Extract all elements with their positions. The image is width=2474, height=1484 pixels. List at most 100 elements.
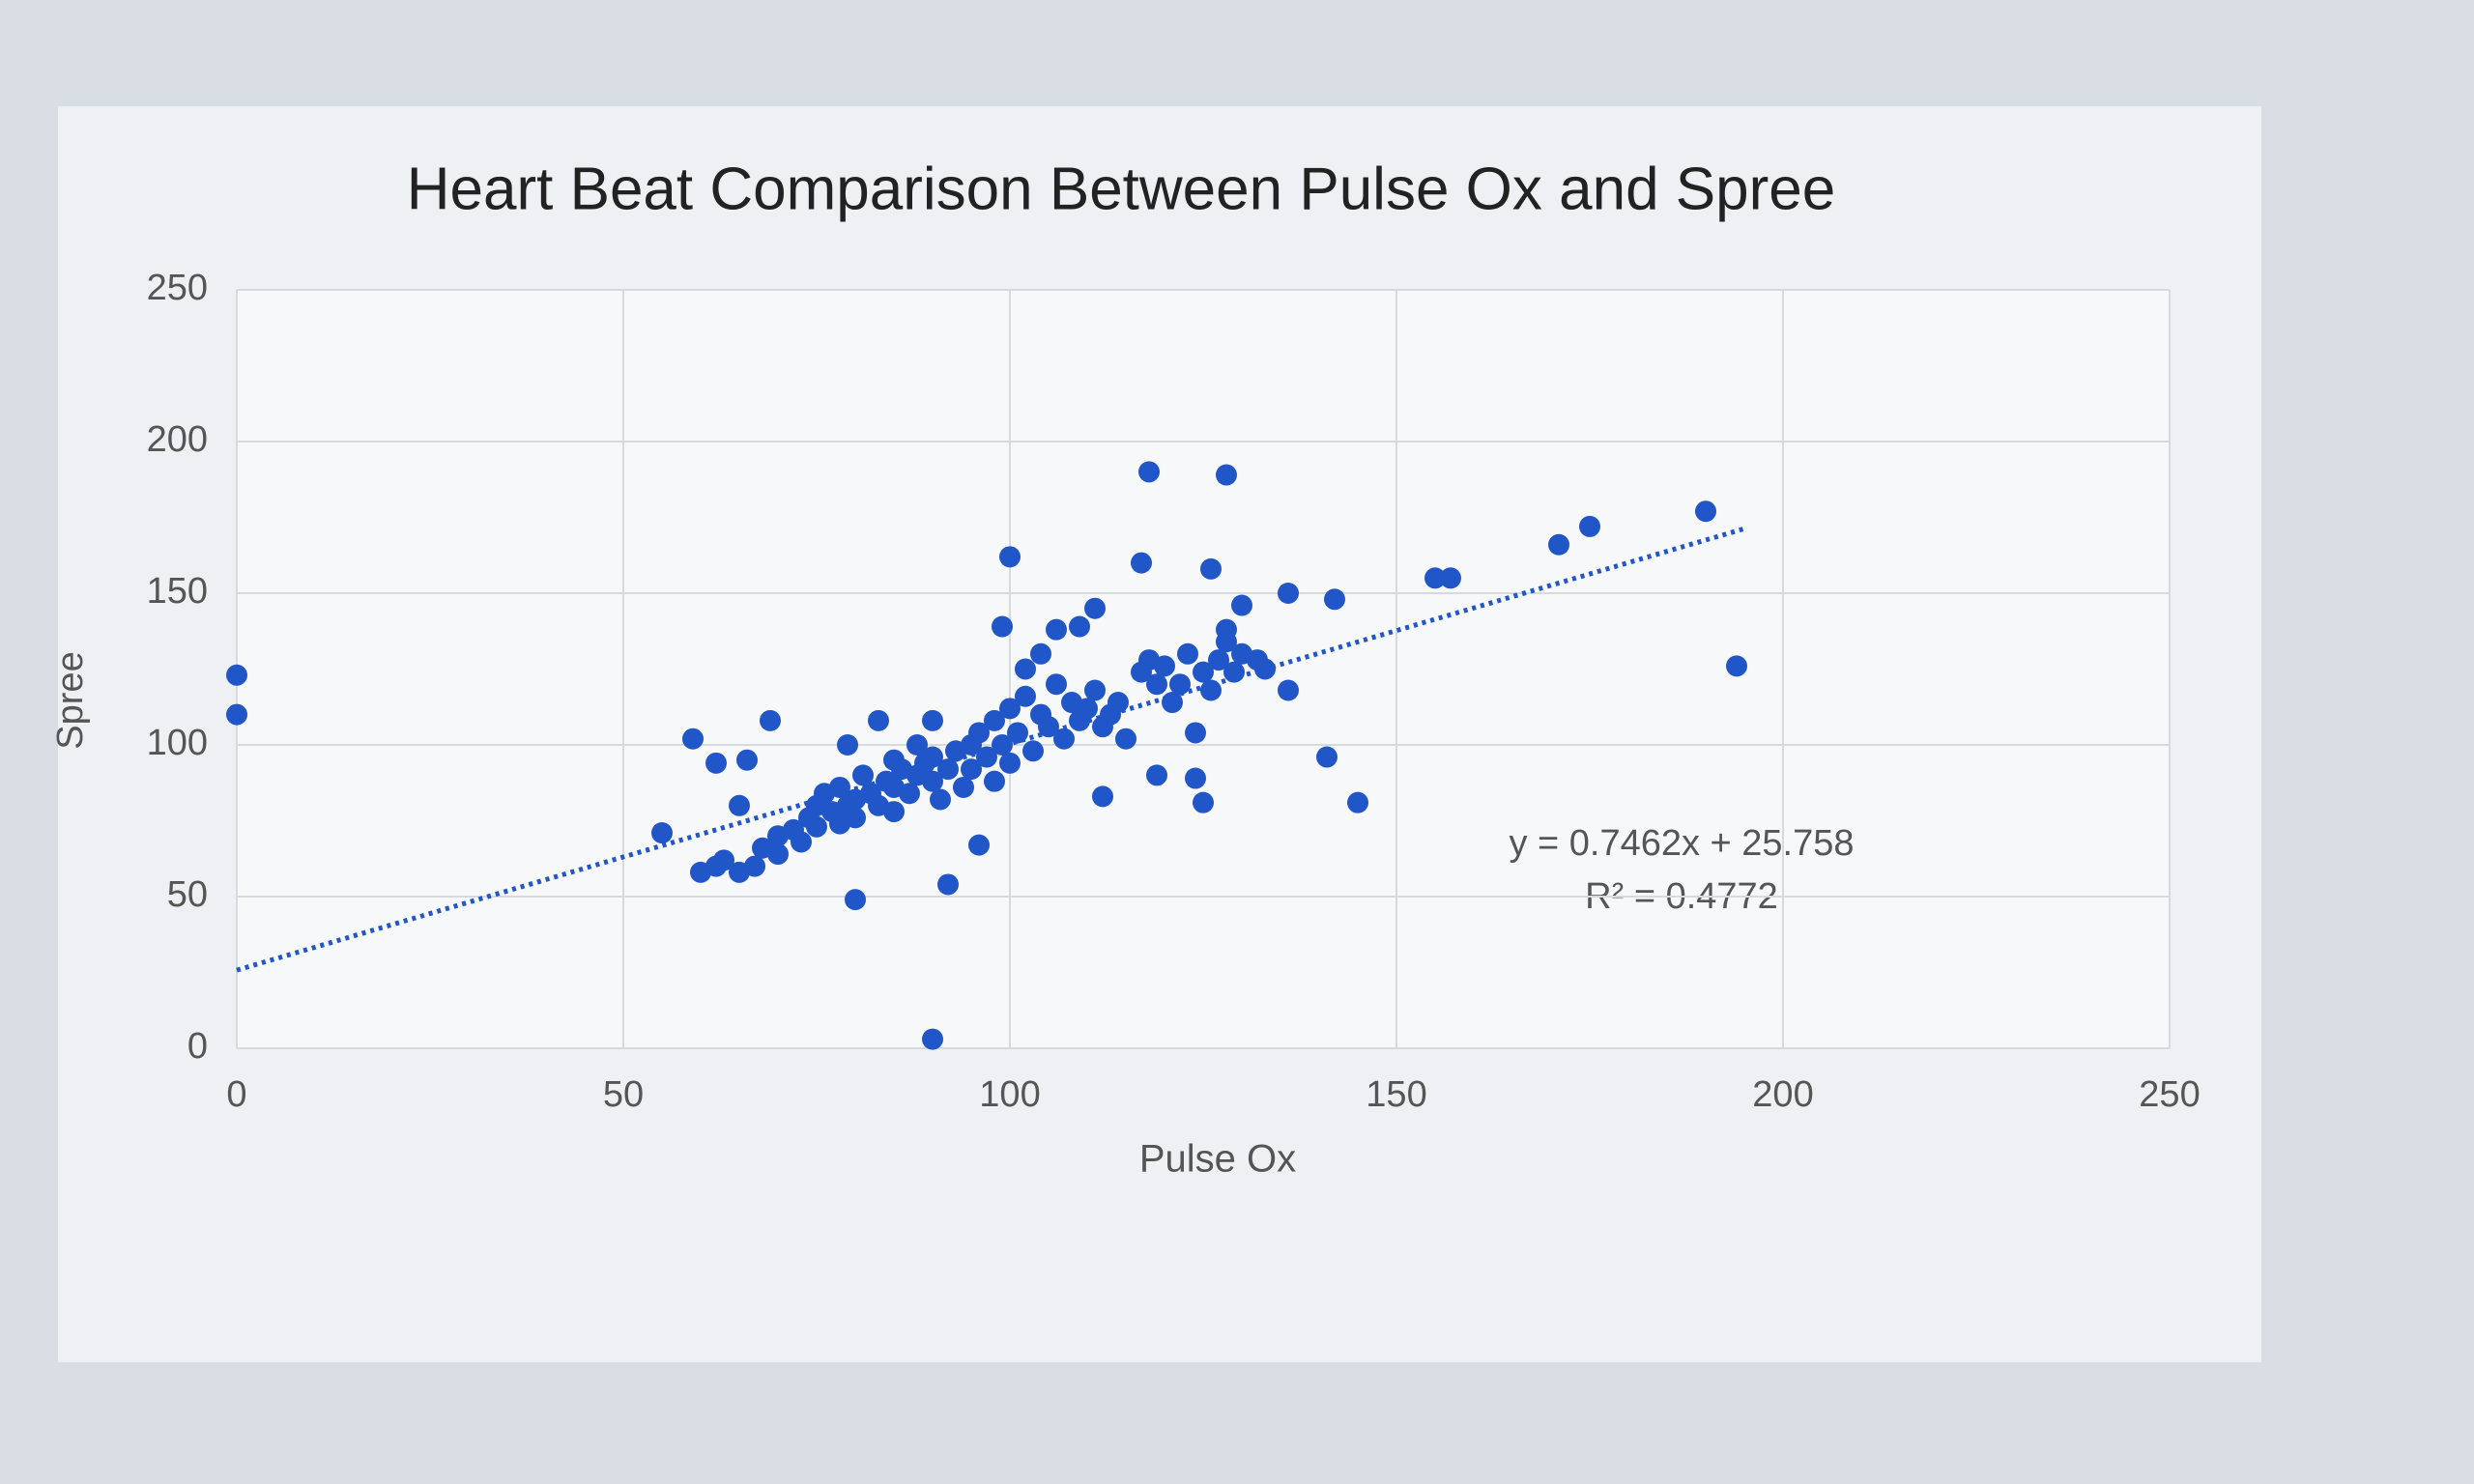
data-point (1579, 515, 1600, 537)
data-point (1216, 464, 1237, 486)
data-point (713, 849, 734, 871)
data-point (829, 776, 850, 798)
data-point (922, 709, 943, 731)
data-point (845, 889, 866, 911)
data-point (1200, 679, 1222, 701)
data-point (883, 801, 905, 823)
data-point (1084, 597, 1106, 619)
data-point (1424, 567, 1446, 589)
data-point (937, 758, 959, 781)
data-point (899, 783, 920, 805)
data-point (953, 776, 974, 798)
data-point (984, 770, 1005, 792)
data-point (1084, 679, 1106, 701)
data-point (1726, 655, 1747, 677)
data-point (968, 722, 990, 744)
x-axis-title: Pulse Ox (1139, 1138, 1296, 1181)
data-point (1548, 533, 1569, 556)
data-point (1695, 500, 1716, 523)
y-axis-title: Spree (50, 651, 91, 749)
data-point (1077, 698, 1098, 720)
chart-title: Heart Beat Comparison Between Pulse Ox a… (407, 156, 1835, 222)
data-point (1046, 673, 1067, 696)
x-tick-label: 50 (603, 1074, 644, 1115)
y-tick-label: 0 (187, 1026, 208, 1067)
data-point (992, 734, 1013, 756)
data-point (1015, 658, 1036, 680)
data-point (837, 734, 858, 756)
data-point (992, 615, 1013, 638)
data-point (1200, 557, 1222, 580)
data-point (651, 822, 673, 844)
data-point (729, 794, 750, 816)
data-point (1022, 740, 1044, 762)
y-tick-label: 50 (167, 874, 208, 915)
trendline-equation: y = 0.7462x + 25.758 (1509, 823, 1854, 864)
trendline (236, 526, 1745, 973)
data-point (922, 770, 943, 792)
data-point (1092, 785, 1113, 808)
data-point (930, 788, 951, 811)
data-point (1347, 791, 1368, 813)
data-point (1216, 631, 1237, 653)
data-point (1193, 791, 1214, 813)
data-point (791, 831, 812, 853)
data-point (1108, 692, 1129, 714)
x-tick-label: 150 (1366, 1074, 1426, 1115)
data-point (705, 752, 727, 774)
data-point (1046, 618, 1067, 641)
data-point (1015, 685, 1036, 707)
data-point (1177, 642, 1198, 665)
data-point (736, 749, 758, 771)
data-point (1115, 728, 1136, 750)
data-point (1162, 692, 1183, 714)
data-point (1231, 594, 1252, 616)
data-point (984, 709, 1005, 731)
data-point (1324, 588, 1345, 611)
data-point (999, 752, 1021, 774)
data-point (226, 703, 247, 726)
data-point (760, 709, 781, 731)
data-point (922, 1028, 943, 1050)
data-point (1138, 461, 1160, 483)
data-point (767, 843, 789, 866)
data-point (682, 728, 704, 750)
data-point (999, 546, 1021, 568)
data-point (906, 734, 928, 756)
data-point (1278, 583, 1299, 604)
data-point (1146, 764, 1167, 786)
data-point (226, 664, 247, 686)
data-point (1146, 673, 1167, 696)
data-point (845, 807, 866, 829)
data-point (968, 834, 990, 856)
data-point (1069, 615, 1090, 638)
y-tick-label: 100 (147, 723, 208, 763)
data-point (937, 873, 959, 896)
data-point (1154, 655, 1175, 677)
y-tick-label: 150 (147, 571, 208, 612)
data-point (806, 815, 827, 838)
data-point (1030, 642, 1051, 665)
data-point (1193, 661, 1214, 683)
data-point (1208, 649, 1229, 671)
data-point (1440, 567, 1461, 589)
data-point (852, 764, 874, 786)
data-point (999, 698, 1021, 720)
data-point (868, 709, 889, 731)
data-point (1169, 673, 1191, 696)
data-point (1316, 746, 1338, 768)
data-point (1038, 716, 1059, 738)
data-point (961, 758, 982, 781)
data-point (744, 855, 765, 877)
x-tick-label: 200 (1752, 1074, 1813, 1115)
data-point (883, 749, 905, 771)
x-tick-label: 100 (979, 1074, 1040, 1115)
data-point (1053, 728, 1075, 750)
y-tick-label: 200 (147, 419, 208, 460)
y-tick-label: 250 (147, 268, 208, 308)
x-tick-label: 250 (2139, 1074, 2200, 1115)
data-point (1185, 722, 1206, 744)
data-point (1185, 767, 1206, 789)
